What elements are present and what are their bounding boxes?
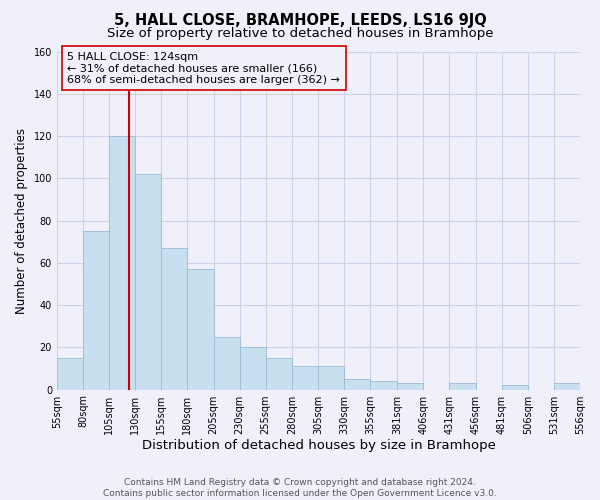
Text: Contains HM Land Registry data © Crown copyright and database right 2024.
Contai: Contains HM Land Registry data © Crown c… — [103, 478, 497, 498]
Bar — [135, 174, 161, 390]
Bar — [161, 248, 187, 390]
Bar — [266, 358, 292, 390]
Text: 5 HALL CLOSE: 124sqm
← 31% of detached houses are smaller (166)
68% of semi-deta: 5 HALL CLOSE: 124sqm ← 31% of detached h… — [67, 52, 340, 84]
Bar — [109, 136, 135, 390]
Bar — [187, 269, 214, 390]
Bar — [57, 358, 83, 390]
Bar — [344, 379, 370, 390]
Bar — [292, 366, 318, 390]
Y-axis label: Number of detached properties: Number of detached properties — [15, 128, 28, 314]
Text: Size of property relative to detached houses in Bramhope: Size of property relative to detached ho… — [107, 28, 493, 40]
X-axis label: Distribution of detached houses by size in Bramhope: Distribution of detached houses by size … — [142, 440, 496, 452]
Bar — [318, 366, 344, 390]
Bar — [370, 381, 397, 390]
Bar — [214, 337, 239, 390]
Bar — [239, 348, 266, 390]
Bar — [83, 231, 109, 390]
Bar — [449, 383, 476, 390]
Bar — [502, 386, 528, 390]
Text: 5, HALL CLOSE, BRAMHOPE, LEEDS, LS16 9JQ: 5, HALL CLOSE, BRAMHOPE, LEEDS, LS16 9JQ — [113, 12, 487, 28]
Bar — [554, 383, 580, 390]
Bar — [397, 383, 424, 390]
